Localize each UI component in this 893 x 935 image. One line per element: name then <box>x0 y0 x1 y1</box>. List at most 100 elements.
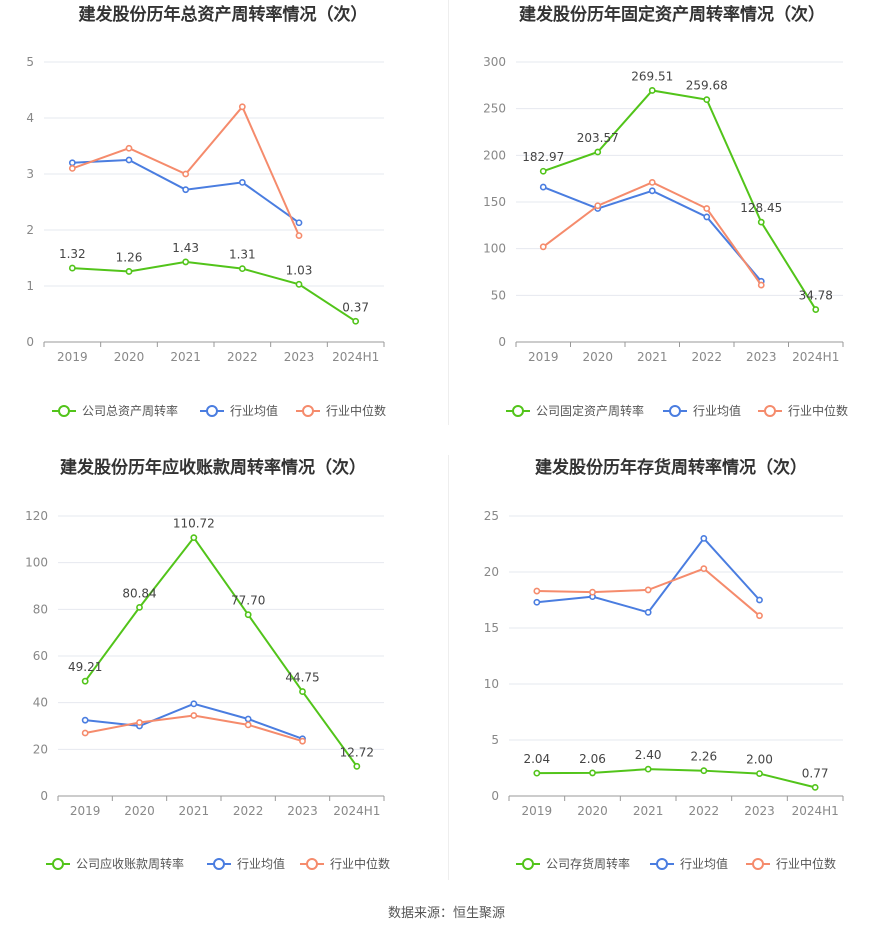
data-point <box>644 765 652 773</box>
data-label: 0.37 <box>342 300 369 314</box>
data-point <box>811 783 819 791</box>
series-line <box>72 260 357 323</box>
chart-svg: 建发股份历年固定资产周转率情况（次） 0 50 100 150 200 250 300 2019… <box>483 4 848 418</box>
y-tick-label: 20 <box>484 565 499 579</box>
data-point <box>594 148 602 156</box>
data-point <box>648 187 656 195</box>
legend-marker <box>302 405 314 417</box>
data-point <box>238 265 246 273</box>
data-point <box>700 535 708 542</box>
data-point <box>81 729 89 737</box>
data-point <box>757 218 765 226</box>
series-line <box>542 181 763 286</box>
y-tick-label: 0 <box>491 789 499 803</box>
data-label: 2.00 <box>746 753 773 767</box>
series-line <box>85 702 303 740</box>
data-point <box>81 677 89 685</box>
data-label: 12.72 <box>340 745 374 759</box>
series-line <box>84 535 358 767</box>
y-tick-label: 100 <box>25 556 48 570</box>
y-tick-label: 15 <box>484 621 499 635</box>
data-point <box>812 306 820 313</box>
y-tick-label: 10 <box>484 677 499 691</box>
x-tick-label: 2019 <box>528 350 559 364</box>
data-point <box>700 565 708 573</box>
y-tick-label: 1 <box>26 279 34 293</box>
y-tick-label: 60 <box>33 649 48 663</box>
x-tick-label: 2020 <box>582 350 613 364</box>
y-tick-label: 5 <box>491 733 499 747</box>
legend-label: 行业均值 <box>230 403 278 418</box>
legend-label: 公司固定资产周转率 <box>536 403 644 418</box>
data-label: 1.32 <box>59 247 86 261</box>
x-tick-label: 2022 <box>691 350 722 364</box>
y-tick-label: 0 <box>26 335 34 349</box>
x-tick-label: 2024H1 <box>792 350 839 364</box>
chart-receivables-turnover: 建发股份历年应收账款周转率情况（次） 0 20 40 60 80 100 120 2019 202… <box>0 453 446 893</box>
data-point <box>190 712 198 719</box>
x-tick-label: 2021 <box>170 350 201 364</box>
data-point <box>182 170 190 178</box>
x-tick-label: 2020 <box>577 804 608 818</box>
data-source-note: 数据来源：恒生聚源 <box>387 906 505 921</box>
data-point <box>757 281 765 289</box>
x-tick-label: 2024H1 <box>332 350 379 364</box>
y-tick-label: 5 <box>26 55 34 69</box>
legend-marker <box>512 405 524 417</box>
data-point <box>589 588 596 596</box>
legend-label: 行业均值 <box>237 856 285 871</box>
x-tick-label: 2024H1 <box>333 804 380 818</box>
x-tick-label: 2023 <box>287 804 318 818</box>
x-tick-label: 2021 <box>637 350 668 364</box>
data-point <box>539 183 547 191</box>
data-point <box>136 719 143 726</box>
chart-svg: 建发股份历年存货周转率情况（次） 0 5 10 15 20 25 2019 2020 2021 20… <box>484 457 844 871</box>
data-point <box>353 762 361 770</box>
legend-marker <box>58 405 70 417</box>
x-tick-label: 2021 <box>179 804 210 818</box>
legend-marker <box>752 858 764 870</box>
data-point <box>182 186 190 194</box>
data-label: 1.03 <box>286 263 313 277</box>
y-tick-label: 2 <box>26 223 34 237</box>
data-point <box>756 612 763 620</box>
data-point <box>125 144 133 152</box>
y-tick-label: 25 <box>484 509 499 523</box>
data-label: 259.68 <box>686 79 728 93</box>
series-line <box>542 186 763 282</box>
data-point <box>644 586 652 594</box>
x-tick-label: 2023 <box>746 350 777 364</box>
data-point <box>81 716 89 724</box>
chart-title: 建发股份历年总资产周转率情况（次） <box>79 4 368 25</box>
series-line <box>536 536 761 614</box>
y-tick-label: 50 <box>491 288 506 302</box>
data-point <box>644 608 652 616</box>
data-label: 110.72 <box>173 517 215 531</box>
chart-inventory-turnover: 建发股份历年存货周转率情况（次） 0 5 10 15 20 25 2019 2020 2021 20… <box>450 453 893 893</box>
data-label: 44.75 <box>285 671 319 685</box>
legend-label: 行业中位数 <box>788 403 848 418</box>
data-point <box>539 243 547 251</box>
data-label: 1.43 <box>172 241 199 255</box>
panel-divider <box>448 455 449 880</box>
x-tick-label: 2020 <box>114 350 145 364</box>
data-point <box>295 280 303 288</box>
legend-label: 行业中位数 <box>330 856 390 871</box>
legend-label: 行业均值 <box>680 856 728 871</box>
data-point <box>238 103 246 111</box>
data-point <box>68 159 76 167</box>
data-label: 182.97 <box>522 150 564 164</box>
data-point <box>648 178 656 186</box>
data-point <box>125 156 133 164</box>
y-tick-label: 0 <box>498 335 506 349</box>
legend-marker <box>306 858 318 870</box>
data-label: 2.40 <box>635 748 662 762</box>
y-tick-label: 0 <box>40 789 48 803</box>
data-point <box>244 721 252 729</box>
data-point <box>648 87 656 94</box>
data-point <box>352 317 360 325</box>
data-point <box>299 737 306 745</box>
chart-svg: 建发股份历年应收账款周转率情况（次） 0 20 40 60 80 100 120 2019 202… <box>25 457 390 871</box>
data-point <box>125 268 133 275</box>
data-point <box>68 264 76 272</box>
